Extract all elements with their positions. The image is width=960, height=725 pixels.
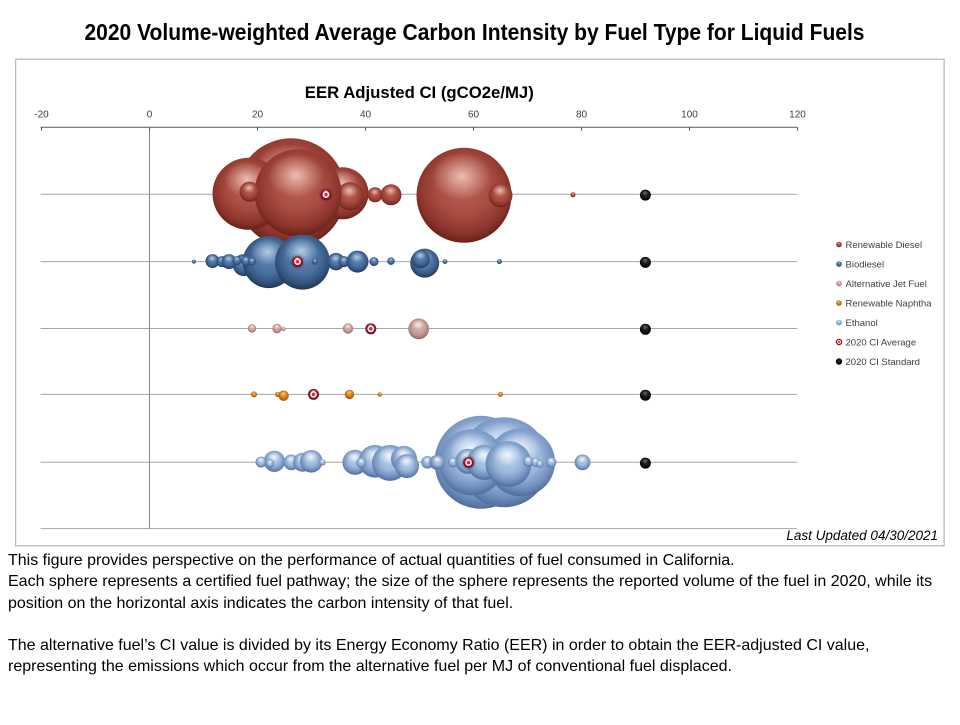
svg-text:120: 120 [789, 110, 806, 121]
svg-text:2020 CI Standard: 2020 CI Standard [846, 357, 920, 368]
svg-text:100: 100 [681, 110, 698, 121]
svg-text:60: 60 [468, 110, 480, 121]
svg-text:20: 20 [252, 110, 264, 121]
svg-text:Alternative Jet Fuel: Alternative Jet Fuel [846, 279, 927, 290]
svg-text:0: 0 [147, 110, 153, 121]
svg-text:EER Adjusted CI (gCO2e/MJ): EER Adjusted CI (gCO2e/MJ) [305, 83, 534, 102]
svg-text:-20: -20 [34, 110, 49, 121]
svg-text:40: 40 [360, 110, 372, 121]
svg-text:Last Updated 04/30/2021: Last Updated 04/30/2021 [786, 528, 938, 543]
svg-text:Ethanol: Ethanol [846, 318, 878, 329]
svg-text:80: 80 [576, 110, 588, 121]
svg-text:2020 Volume-weighted Average C: 2020 Volume-weighted Average Carbon Inte… [85, 19, 865, 45]
svg-text:Renewable Naphtha: Renewable Naphtha [846, 299, 933, 310]
svg-text:2020 CI Average: 2020 CI Average [846, 338, 917, 349]
svg-text:Renewable Diesel: Renewable Diesel [846, 240, 923, 251]
svg-text:Biodiesel: Biodiesel [846, 260, 885, 271]
